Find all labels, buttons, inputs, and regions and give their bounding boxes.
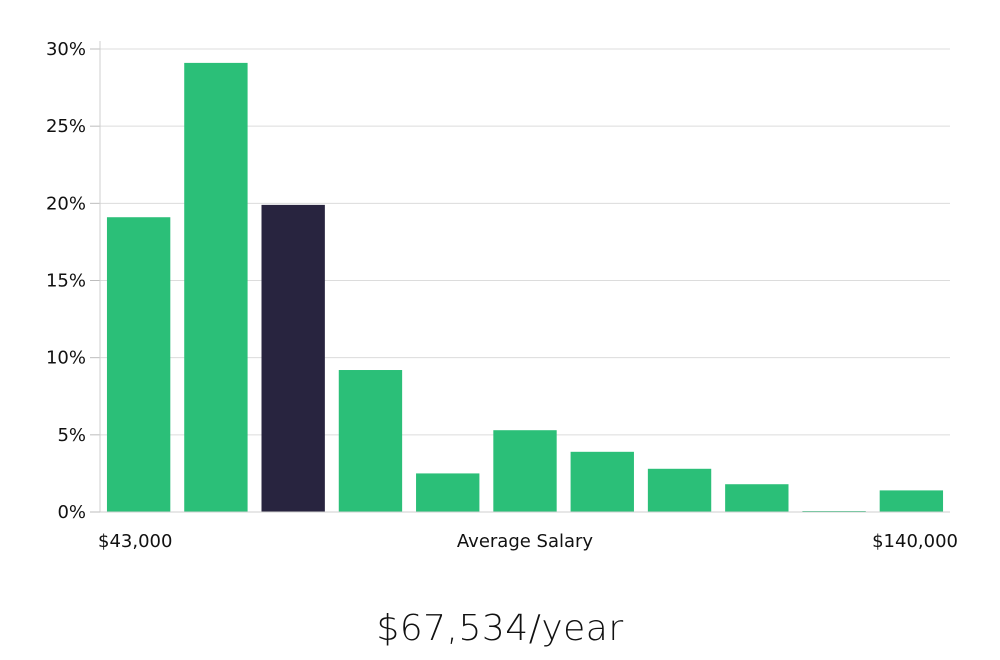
y-tick-label: 0% [57,502,86,523]
histogram-bar [338,370,403,512]
y-tick-label: 25% [46,116,86,137]
y-tick-label: 10% [46,348,86,369]
histogram-bar-highlighted [261,204,325,513]
histogram-bar [493,430,557,512]
y-tick-label: 5% [57,425,86,446]
histogram-bar [416,473,480,512]
histogram-bar [725,484,789,512]
histogram-bar [647,468,712,512]
histogram-bar [184,62,248,512]
y-axis: 0% 5% 10% 15% 20% 25% 30% [46,39,101,523]
histogram-bar [106,217,171,512]
x-axis-title: Average Salary [457,531,594,552]
y-tick-label: 15% [46,271,86,292]
bars [106,62,944,513]
y-tick-label: 30% [46,39,86,60]
y-tick-label: 20% [46,193,86,214]
average-salary-value: $67,534/year [376,608,624,649]
histogram-bar [570,451,634,512]
x-max-label: $140,000 [872,531,958,552]
x-min-label: $43,000 [98,531,172,552]
histogram-bar [879,490,944,512]
salary-histogram: 0% 5% 10% 15% 20% 25% 30% $43,000 Average Sala… [46,39,958,552]
